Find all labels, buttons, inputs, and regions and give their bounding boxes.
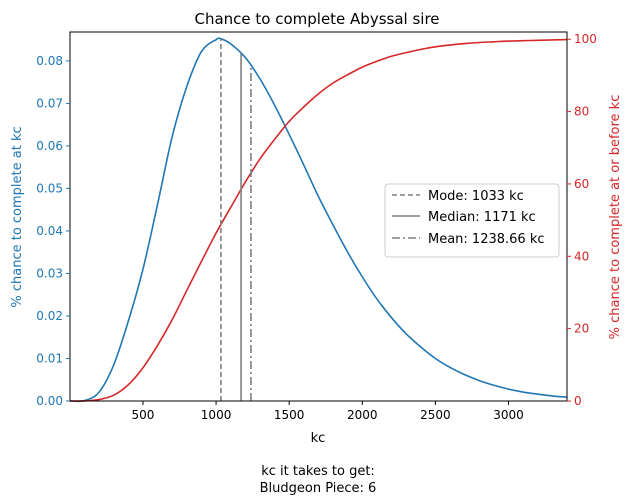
probability-density-line [69, 37, 568, 403]
right-y-tick-label: 100 [574, 32, 597, 46]
x-tick-label: 2000 [347, 408, 378, 422]
legend-median-label: Median: 1171 kc [428, 210, 536, 225]
left-y-tick-label: 0.07 [36, 96, 63, 110]
right-axis-label: % chance to complete at or before kc [608, 95, 623, 340]
left-y-tick-label: 0.02 [36, 309, 63, 323]
footer-line-1: kc it takes to get: [261, 464, 375, 479]
plot-area-frame [69, 31, 568, 402]
right-y-tick-label: 40 [574, 249, 589, 263]
legend-mode-label: Mode: 1033 kc [428, 189, 524, 204]
legend-mean-label: Mean: 1238.66 kc [428, 232, 545, 247]
x-tick-label: 2500 [420, 408, 451, 422]
right-y-tick-label: 0 [574, 394, 582, 408]
right-y-tick-label: 80 [574, 105, 589, 119]
x-tick-label: 3000 [493, 408, 524, 422]
left-axis-label: % chance to complete at kc [10, 126, 25, 307]
chart-title: Chance to complete Abyssal sire [194, 10, 439, 28]
x-tick-label: 500 [132, 408, 155, 422]
cumulative-probability-line [69, 38, 568, 402]
x-tick-label: 1000 [201, 408, 232, 422]
legend-box [384, 183, 560, 258]
right-y-tick-label: 20 [574, 322, 589, 336]
left-y-tick-label: 0.06 [36, 139, 63, 153]
footer-line-2: Bludgeon Piece: 6 [260, 481, 377, 496]
x-axis-label: kc [311, 431, 326, 446]
x-tick-label: 1500 [274, 408, 305, 422]
right-y-tick-label: 60 [574, 177, 589, 191]
left-y-tick-label: 0.08 [36, 54, 63, 68]
left-y-tick-label: 0.05 [36, 181, 63, 195]
legend: Mode: 1033 kc Median: 1171 kc Mean: 1238… [384, 183, 560, 258]
left-y-tick-label: 0.04 [36, 224, 63, 238]
left-y-tick-label: 0.01 [36, 351, 63, 365]
left-y-tick-label: 0.00 [36, 394, 63, 408]
left-y-tick-label: 0.03 [36, 266, 63, 280]
